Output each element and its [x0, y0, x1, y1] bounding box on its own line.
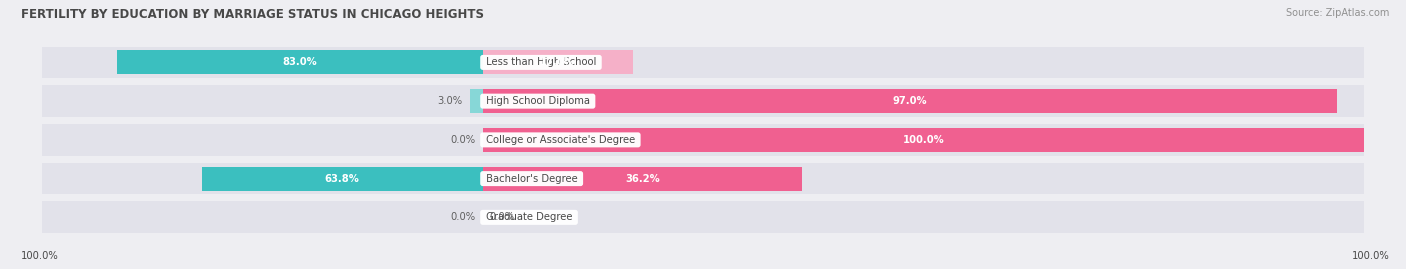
Bar	[201, 167, 482, 191]
Bar	[482, 50, 633, 75]
Bar	[482, 167, 801, 191]
Text: 0.0%: 0.0%	[450, 212, 475, 222]
Text: 97.0%: 97.0%	[893, 96, 928, 106]
Text: 100.0%: 100.0%	[21, 251, 59, 261]
Text: High School Diploma: High School Diploma	[482, 96, 593, 106]
Text: Less than High School: Less than High School	[482, 57, 599, 68]
Text: 63.8%: 63.8%	[325, 174, 360, 184]
Text: 0.0%: 0.0%	[489, 212, 515, 222]
Text: 17.0%: 17.0%	[540, 57, 575, 68]
Text: Bachelor's Degree: Bachelor's Degree	[482, 174, 581, 184]
Bar	[117, 50, 482, 75]
Bar	[42, 85, 1364, 117]
Text: Source: ZipAtlas.com: Source: ZipAtlas.com	[1285, 8, 1389, 18]
Text: Graduate Degree: Graduate Degree	[482, 212, 575, 222]
Bar	[42, 163, 1364, 194]
Bar	[42, 47, 1364, 78]
Bar	[42, 124, 1364, 156]
Text: FERTILITY BY EDUCATION BY MARRIAGE STATUS IN CHICAGO HEIGHTS: FERTILITY BY EDUCATION BY MARRIAGE STATU…	[21, 8, 484, 21]
Bar	[470, 89, 482, 113]
Text: College or Associate's Degree: College or Associate's Degree	[482, 135, 638, 145]
Text: 3.0%: 3.0%	[437, 96, 463, 106]
Text: 100.0%: 100.0%	[903, 135, 945, 145]
Text: 0.0%: 0.0%	[450, 135, 475, 145]
Text: 36.2%: 36.2%	[624, 174, 659, 184]
Text: 83.0%: 83.0%	[283, 57, 318, 68]
Text: 100.0%: 100.0%	[1351, 251, 1389, 261]
Bar	[482, 89, 1337, 113]
Bar	[42, 201, 1364, 233]
Bar	[482, 128, 1364, 152]
